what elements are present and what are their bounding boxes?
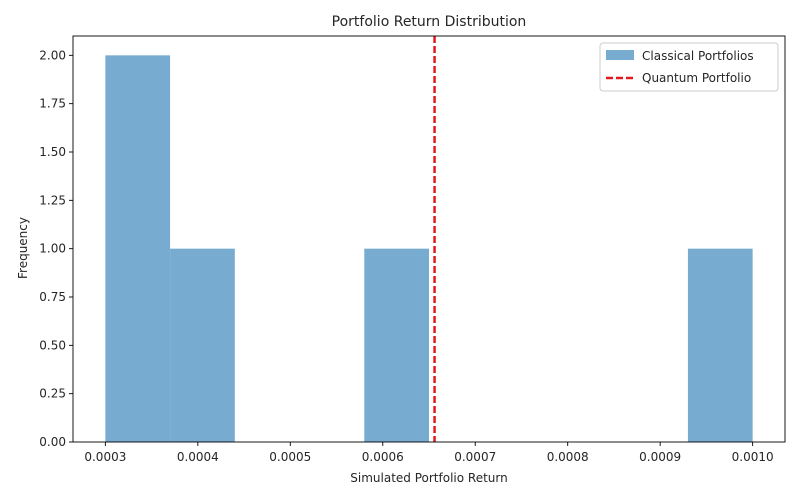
- x-tick-label: 0.0006: [362, 450, 404, 464]
- legend-swatch-classical: [606, 50, 634, 60]
- legend-label-classical: Classical Portfolios: [642, 49, 754, 63]
- x-tick-label: 0.0008: [547, 450, 589, 464]
- histogram-bar-4: [364, 248, 429, 442]
- x-tick-label: 0.0005: [269, 450, 311, 464]
- y-tick-label: 1.50: [39, 145, 66, 159]
- y-tick-label: 2.00: [39, 48, 66, 62]
- x-tick-label: 0.0009: [639, 450, 681, 464]
- legend-box: [599, 42, 779, 92]
- y-axis-label: Frequency: [16, 217, 30, 279]
- chart-title: Portfolio Return Distribution: [332, 14, 527, 30]
- histogram-bar-0: [105, 55, 171, 442]
- y-tick-label: 1.00: [39, 242, 66, 256]
- x-tick-label: 0.0004: [177, 450, 219, 464]
- x-tick-label: 0.0007: [454, 450, 496, 464]
- plot-frame: [72, 35, 786, 443]
- y-tick-label: 0.25: [39, 387, 66, 401]
- legend-label-quantum: Quantum Portfolio: [642, 71, 751, 85]
- y-tick-label: 0.75: [39, 290, 66, 304]
- x-axis-label: Simulated Portfolio Return: [350, 471, 507, 485]
- x-tick-label: 0.0003: [84, 450, 126, 464]
- x-tick-label: 0.0010: [732, 450, 774, 464]
- y-tick-label: 0.50: [39, 338, 66, 352]
- y-tick-label: 0.00: [39, 435, 66, 449]
- y-tick-label: 1.25: [39, 193, 66, 207]
- histogram-bar-1: [170, 248, 235, 442]
- y-tick-label: 1.75: [39, 97, 66, 111]
- plot-area: 0.0003 0.0004 0.0005 0.0006 0.0007 0.0008 0.00…: [39, 35, 786, 464]
- histogram-bar-9: [687, 248, 753, 442]
- legend: Classical Portfolios Quantum Portfolio: [599, 42, 779, 92]
